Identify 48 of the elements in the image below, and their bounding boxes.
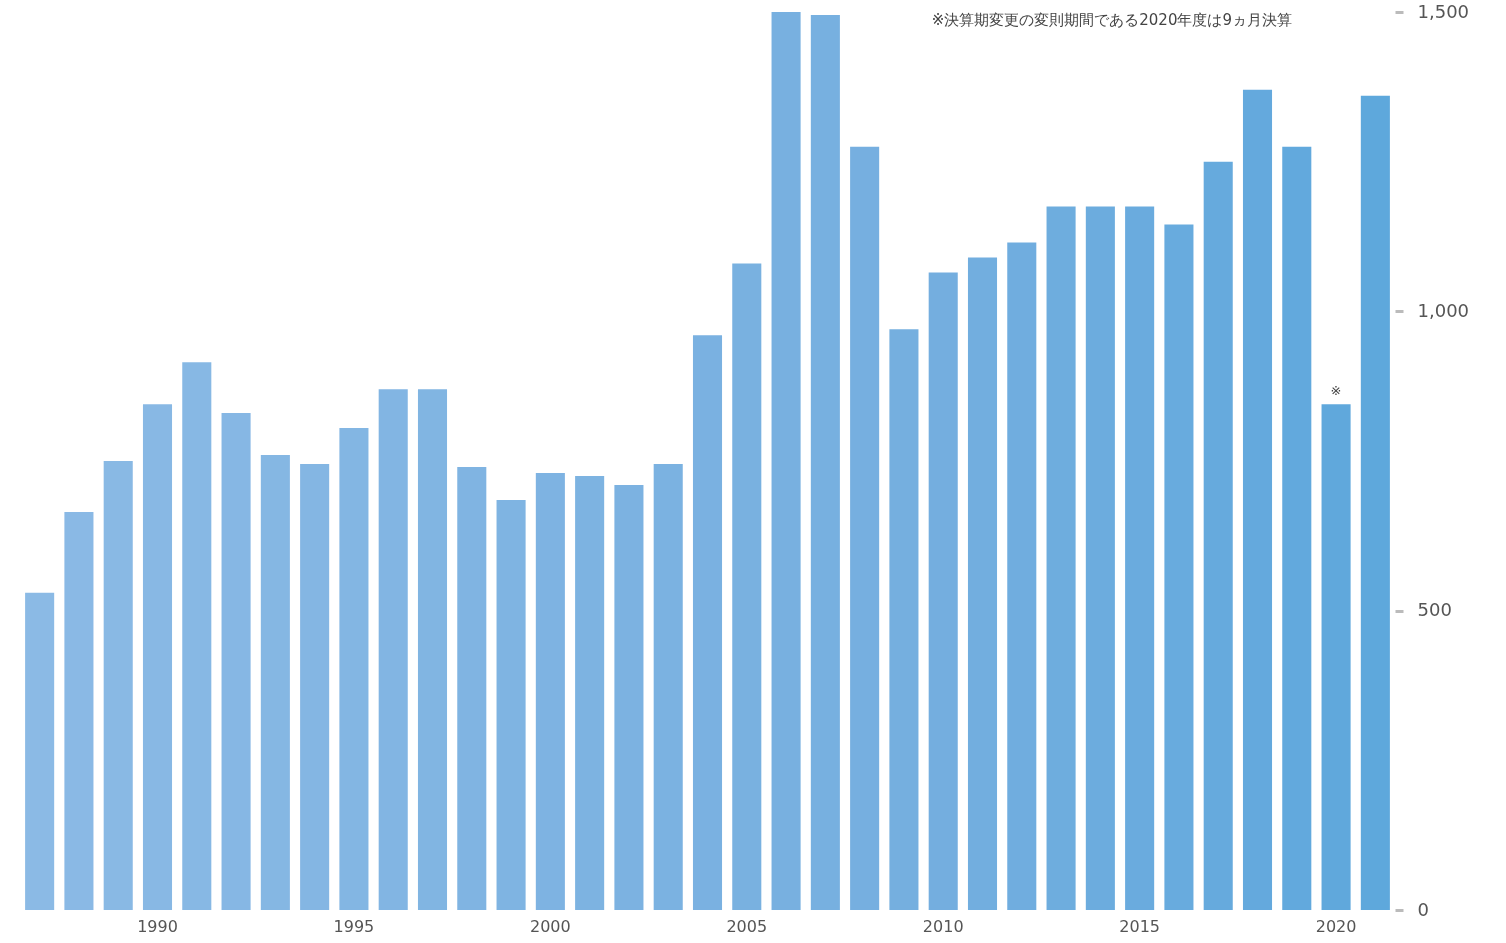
bar <box>182 362 212 910</box>
bar <box>889 329 919 910</box>
bar <box>1164 224 1194 910</box>
x-tick-label: 2015 <box>1119 916 1160 936</box>
bar <box>850 146 880 910</box>
bar <box>103 461 133 910</box>
bar <box>64 511 94 910</box>
bar <box>1046 206 1076 910</box>
bar <box>417 389 448 910</box>
bar <box>25 592 55 910</box>
bar <box>260 455 290 910</box>
x-tick-label: 1995 <box>333 916 375 936</box>
bar <box>1203 161 1233 910</box>
y-tick-label: 1,000 <box>1417 299 1470 321</box>
bar <box>653 463 683 910</box>
bar <box>1282 146 1312 910</box>
y-tick-label: 500 <box>1417 599 1452 621</box>
bar <box>378 389 408 910</box>
bar <box>1242 89 1273 910</box>
bar <box>1007 242 1037 910</box>
bar <box>496 499 526 910</box>
bar <box>928 272 958 910</box>
bar <box>614 484 644 910</box>
x-tick-label: 2005 <box>726 916 768 936</box>
y-tick-label: 0 <box>1417 898 1429 920</box>
bar <box>810 14 840 910</box>
bar <box>221 413 251 910</box>
bar <box>575 475 605 910</box>
bar <box>142 404 173 910</box>
bar <box>339 428 369 910</box>
x-tick-label: 2020 <box>1315 916 1357 936</box>
bar <box>692 335 723 910</box>
x-tick-label: 2000 <box>530 916 571 936</box>
x-tick-label: 2010 <box>922 916 964 936</box>
bar <box>1085 206 1115 910</box>
bar <box>967 257 998 910</box>
bar <box>457 466 487 910</box>
bar <box>1360 95 1390 910</box>
annotation: ※決算期変更の変則期間である2020年度は9ヵ月決算 <box>931 11 1292 29</box>
bar <box>771 12 801 910</box>
bar <box>1321 404 1351 910</box>
bar <box>535 472 565 910</box>
x-tick-label: 1990 <box>137 916 178 936</box>
y-tick-label: 1,500 <box>1417 0 1470 22</box>
bar <box>732 263 762 910</box>
annotation: ※ <box>1330 383 1342 399</box>
bar <box>300 463 330 910</box>
bar <box>1125 206 1155 910</box>
